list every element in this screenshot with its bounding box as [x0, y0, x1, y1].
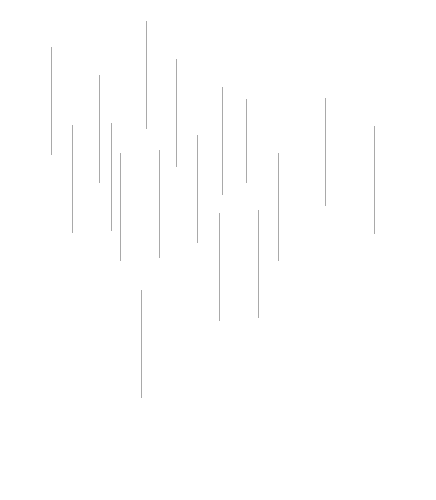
vertical-line — [246, 99, 247, 183]
vertical-line — [99, 75, 100, 183]
vertical-line — [111, 123, 112, 231]
vertical-line — [141, 290, 142, 398]
vertical-line — [222, 87, 223, 195]
vertical-line — [176, 59, 177, 167]
vertical-line — [159, 150, 160, 258]
vertical-line — [197, 135, 198, 243]
vertical-line — [219, 213, 220, 321]
vertical-line — [278, 153, 279, 261]
vertical-line — [374, 126, 375, 234]
vertical-line — [120, 153, 121, 261]
vertical-line — [325, 98, 326, 206]
vertical-line — [51, 47, 52, 155]
vertical-line — [146, 21, 147, 129]
vertical-line — [72, 125, 73, 233]
vertical-line — [258, 210, 259, 318]
